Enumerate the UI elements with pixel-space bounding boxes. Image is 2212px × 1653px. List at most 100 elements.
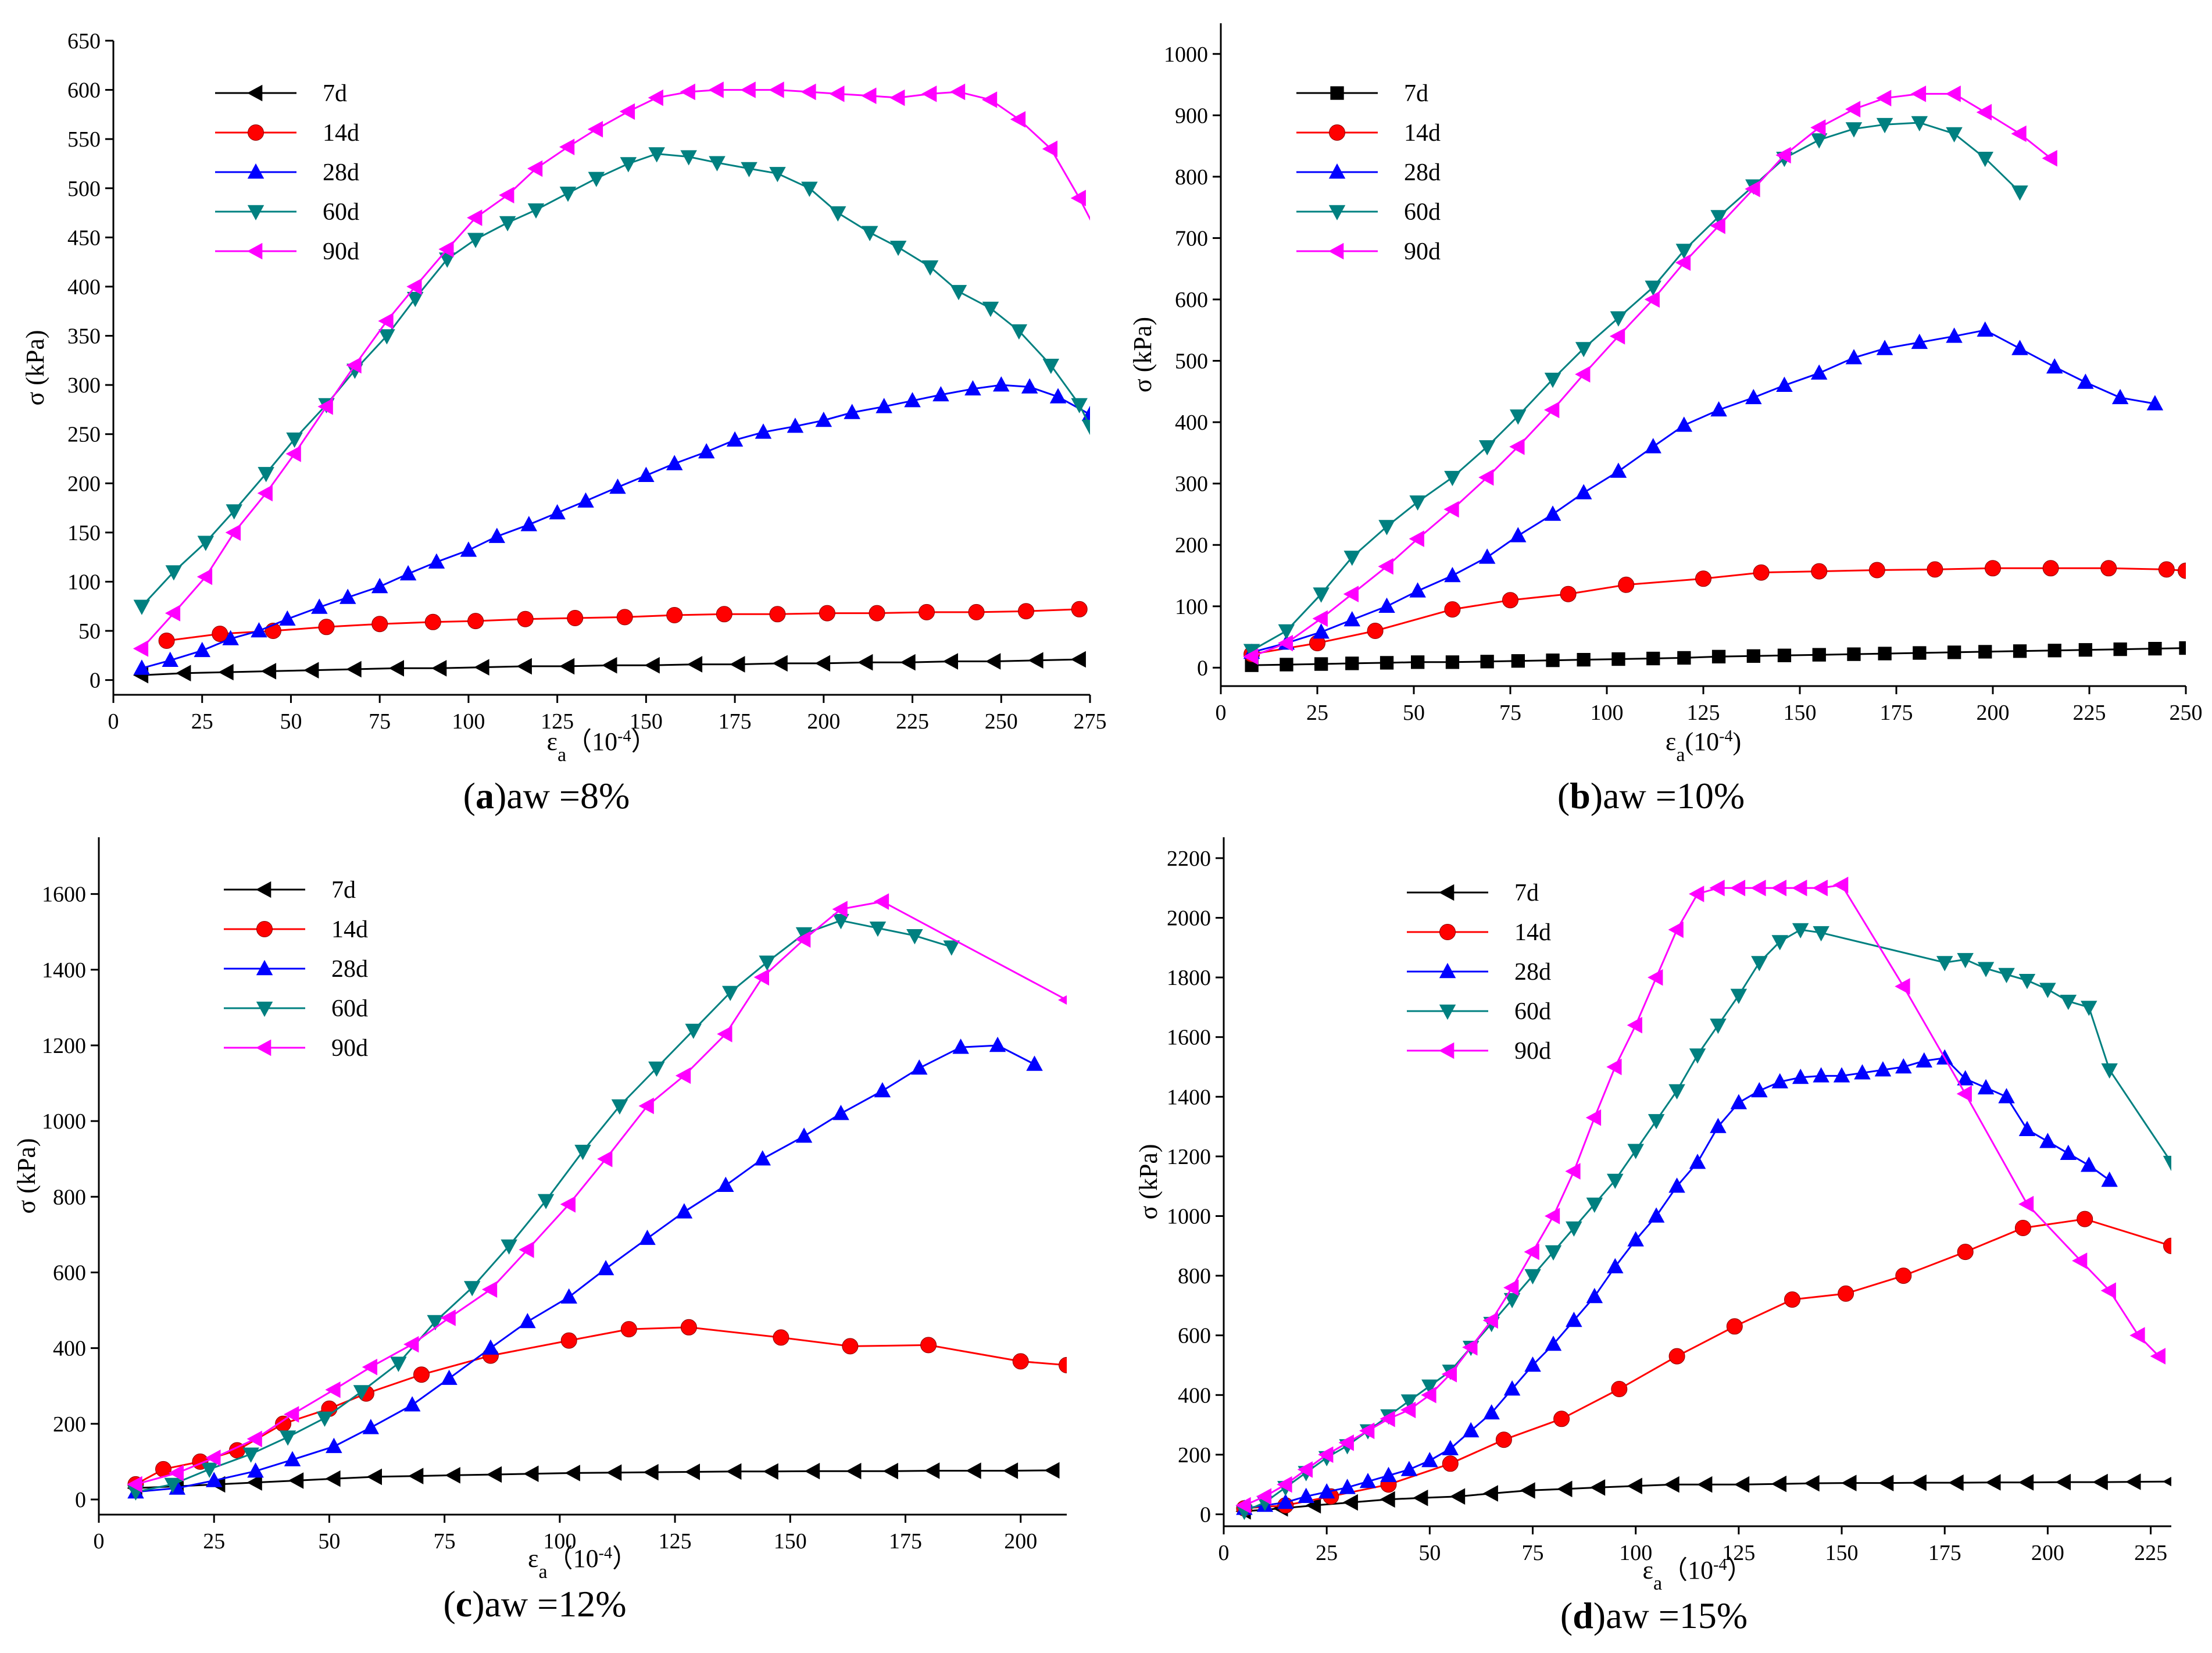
data-point-60d (1771, 935, 1788, 951)
x-tick-label: 250 (985, 709, 1018, 734)
data-point-60d (1627, 1144, 1644, 1159)
data-point-60d (1751, 956, 1768, 972)
data-point-60d (1689, 1048, 1706, 1064)
x-axis-label: εa(10-4) (1666, 727, 1741, 766)
data-point-60d (832, 913, 849, 930)
data-point-28d (2039, 1133, 2056, 1148)
data-point-90d (1575, 366, 1591, 383)
data-point-7d (857, 654, 873, 671)
legend-label-90d: 90d (1404, 238, 1441, 265)
data-point-60d (1071, 398, 1088, 413)
data-point-7d (1947, 645, 1961, 659)
data-point-90d (1750, 880, 1766, 897)
x-tick-label: 0 (94, 1529, 105, 1554)
data-point-7d (1280, 658, 1293, 672)
legend-marker-28d (1439, 963, 1456, 979)
data-point-7d (1804, 1475, 1820, 1492)
x-tick-label: 125 (659, 1529, 692, 1554)
data-point-14d (1618, 576, 1635, 593)
legend-label-60d: 60d (1514, 998, 1551, 1025)
data-point-7d (1480, 655, 1494, 669)
x-tick-label: 150 (774, 1529, 807, 1554)
data-point-14d (666, 607, 683, 623)
data-point-28d (1916, 1052, 1932, 1068)
y-tick-label: 350 (67, 324, 101, 349)
data-point-28d (1478, 548, 1496, 564)
data-point-7d (176, 665, 191, 681)
data-point-28d (403, 1396, 421, 1412)
y-tick-label: 450 (67, 226, 101, 250)
data-point-90d (378, 312, 394, 330)
data-point-14d (467, 613, 484, 630)
x-tick-label: 200 (807, 709, 840, 734)
data-point-90d (1235, 1497, 1251, 1514)
data-point-28d (1977, 321, 1993, 337)
data-point-60d (1710, 210, 1727, 226)
data-point-7d (246, 1474, 262, 1491)
data-point-28d (1524, 1356, 1541, 1372)
data-point-28d (1645, 438, 1661, 454)
y-tick-label: 2200 (1167, 847, 1211, 871)
data-point-60d (1544, 373, 1561, 388)
data-point-60d (1575, 342, 1592, 358)
data-point-28d (1339, 1479, 1356, 1494)
x-tick-label: 75 (434, 1529, 456, 1554)
x-tick-label: 25 (203, 1529, 225, 1554)
data-point-60d (685, 1023, 702, 1039)
data-point-14d (1753, 564, 1770, 581)
x-tick-label: 150 (630, 709, 663, 734)
data-point-60d (1607, 1173, 1624, 1189)
x-tick-label: 125 (541, 709, 574, 734)
data-point-90d (284, 1406, 299, 1423)
axes-frame (1223, 837, 2171, 1527)
data-point-90d (2011, 125, 2027, 142)
data-point-90d (1945, 85, 1961, 102)
data-point-60d (1378, 520, 1395, 535)
y-tick-label: 1600 (1167, 1026, 1211, 1050)
series-line-14d (1244, 1218, 2171, 1509)
data-point-90d (1277, 1476, 1292, 1493)
data-point-90d (1509, 438, 1525, 455)
legend-label-90d: 90d (323, 238, 359, 265)
panel-d: 0 25 50 75 100 125 150 175 200 225 0 200 400 600 800 10… (1134, 837, 2171, 1636)
data-point-60d (722, 986, 739, 1001)
data-point-28d (460, 541, 477, 557)
data-point-28d (311, 598, 328, 614)
data-point-14d (769, 606, 786, 623)
data-point-60d (950, 285, 967, 301)
data-point-28d (1566, 1312, 1582, 1327)
data-point-28d (2060, 1144, 2077, 1160)
data-point-7d (1577, 653, 1591, 667)
data-point-28d (371, 577, 388, 594)
data-point-28d (1895, 1058, 1912, 1074)
data-point-7d (730, 656, 745, 673)
data-point-28d (1675, 416, 1693, 432)
y-tick-label: 600 (53, 1261, 86, 1285)
data-point-90d (1895, 978, 1910, 995)
x-axis-label: εa（10-4） (528, 1544, 638, 1583)
data-point-60d (353, 1385, 370, 1401)
data-point-28d (1751, 1082, 1768, 1098)
data-point-90d (889, 89, 905, 106)
data-point-90d (325, 1381, 341, 1398)
data-point-90d (1565, 1163, 1581, 1180)
y-tick-label: 0 (1200, 1502, 1211, 1527)
y-tick-label: 2000 (1167, 906, 1211, 931)
data-point-28d (1359, 1473, 1377, 1488)
data-point-90d (1648, 969, 1663, 986)
data-point-7d (325, 1470, 341, 1487)
legend-label-28d: 28d (1404, 159, 1441, 186)
y-tick-label: 600 (67, 78, 101, 103)
x-tick-label: 200 (1004, 1529, 1037, 1554)
data-point-7d (260, 663, 277, 680)
data-point-90d (1812, 880, 1828, 897)
data-point-7d (366, 1468, 382, 1486)
data-point-14d (2163, 1237, 2171, 1254)
y-tick-label: 400 (53, 1337, 86, 1361)
y-axis-label: σ (kPa) (1128, 317, 1157, 392)
x-tick-label: 225 (2073, 701, 2106, 725)
data-point-60d (499, 216, 516, 231)
x-tick-label: 175 (889, 1529, 922, 1554)
x-axis-label: εa（10-4） (1643, 1556, 1753, 1594)
